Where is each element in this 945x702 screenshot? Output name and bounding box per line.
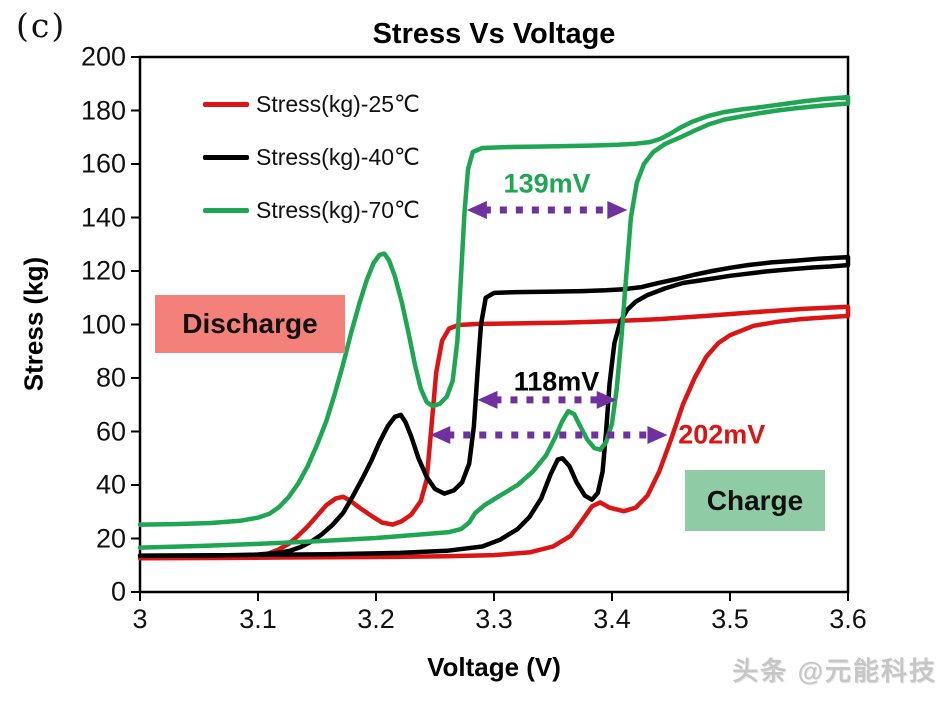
y-tick-0: 0	[110, 576, 126, 607]
x-axis-title: Voltage (V)	[427, 652, 561, 682]
legend-label-40c: Stress(kg)-40℃	[256, 143, 420, 170]
charge-badge: Charge	[685, 470, 825, 531]
y-axis-title: Stress (kg)	[18, 256, 49, 392]
y-tick-60: 60	[95, 416, 126, 446]
legend-item-70c: Stress(kg)-70℃	[203, 195, 420, 225]
y-tick-200: 200	[80, 41, 126, 72]
legend-item-25c: Stress(kg)-25℃	[203, 89, 420, 119]
legend-line-swatch-70c	[203, 207, 249, 213]
x-tick-3.1: 3.1	[239, 604, 277, 634]
legend-label-70c: Stress(kg)-70℃	[256, 196, 420, 223]
figure-panel-label: (c)	[16, 6, 67, 45]
x-tick-3.4: 3.4	[593, 604, 631, 634]
y-tick-160: 160	[80, 148, 126, 179]
voltage-gap-label-40c: 118mV	[513, 366, 600, 397]
y-tick-100: 100	[80, 309, 126, 339]
x-tick-3.6: 3.6	[829, 604, 867, 634]
legend-line-swatch-25c	[203, 101, 249, 107]
x-tick-3: 3	[132, 604, 148, 634]
y-tick-80: 80	[95, 362, 126, 393]
x-tick-3.3: 3.3	[475, 604, 513, 634]
voltage-gap-label-25c: 202mV	[678, 419, 766, 450]
y-tick-140: 140	[80, 202, 126, 232]
discharge-badge: Discharge	[155, 295, 345, 353]
x-tick-3.2: 3.2	[357, 604, 395, 634]
legend: Stress(kg)-25℃ Stress(kg)-40℃ Stress(kg)…	[203, 89, 420, 248]
legend-label-25c: Stress(kg)-25℃	[256, 90, 420, 117]
y-tick-40: 40	[95, 469, 126, 500]
chart-title: Stress Vs Voltage	[372, 18, 616, 50]
voltage-gap-label-70c: 139mV	[503, 168, 591, 199]
x-tick-3.5: 3.5	[711, 604, 749, 634]
y-tick-180: 180	[80, 95, 126, 125]
y-tick-20: 20	[95, 523, 126, 553]
legend-item-40c: Stress(kg)-40℃	[203, 142, 420, 172]
legend-line-swatch-40c	[203, 154, 249, 160]
y-tick-120: 120	[80, 255, 126, 286]
watermark: 头条 @元能科技	[732, 656, 937, 686]
